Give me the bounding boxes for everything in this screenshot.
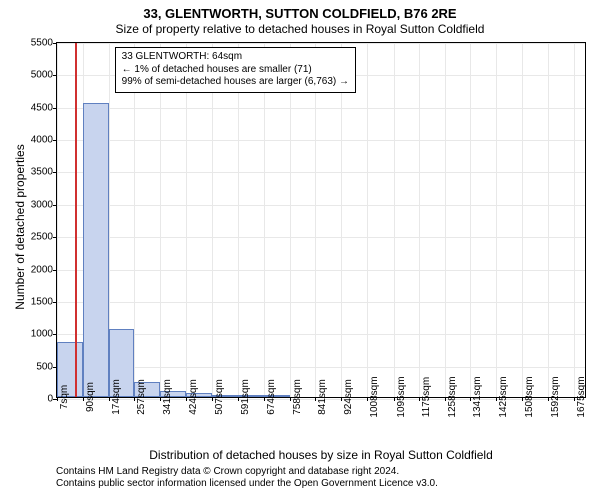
x-tick-label: 341sqm: [160, 379, 173, 415]
x-tick-label: 1675sqm: [574, 376, 587, 417]
footer-line-1: Contains HM Land Registry data © Crown c…: [56, 466, 438, 478]
property-marker-line: [75, 43, 77, 397]
histogram-bar: [83, 103, 109, 398]
chart-subtitle: Size of property relative to detached ho…: [0, 22, 600, 36]
x-tick-label: 507sqm: [212, 379, 225, 415]
x-tick-label: 7sqm: [57, 385, 70, 409]
x-tick-label: 758sqm: [290, 379, 303, 415]
x-tick-label: 424sqm: [186, 379, 199, 415]
footer-attribution: Contains HM Land Registry data © Crown c…: [56, 466, 438, 490]
x-tick-label: 841sqm: [315, 379, 328, 415]
histogram-chart: 33, GLENTWORTH, SUTTON COLDFIELD, B76 2R…: [0, 0, 600, 500]
plot-area: 33 GLENTWORTH: 64sqm ← 1% of detached ho…: [56, 42, 586, 398]
annotation-line-3: 99% of semi-detached houses are larger (…: [122, 76, 349, 89]
annotation-line-1: 33 GLENTWORTH: 64sqm: [122, 51, 349, 64]
x-tick-label: 257sqm: [134, 379, 147, 415]
x-tick-label: 924sqm: [341, 379, 354, 415]
x-tick-label: 1095sqm: [394, 376, 407, 417]
x-tick-label: 1341sqm: [470, 376, 483, 417]
x-tick-label: 1425sqm: [496, 376, 509, 417]
x-tick-label: 1592sqm: [548, 376, 561, 417]
y-axis-label: Number of detached properties: [13, 127, 27, 327]
annotation-line-2: ← 1% of detached houses are smaller (71): [122, 64, 349, 77]
annotation-box: 33 GLENTWORTH: 64sqm ← 1% of detached ho…: [115, 47, 356, 93]
x-tick-label: 591sqm: [238, 379, 251, 415]
x-tick-label: 674sqm: [264, 379, 277, 415]
x-tick-label: 1258sqm: [445, 376, 458, 417]
x-axis-label: Distribution of detached houses by size …: [56, 448, 586, 462]
x-tick-label: 90sqm: [83, 382, 96, 412]
x-tick-label: 1008sqm: [367, 376, 380, 417]
chart-title: 33, GLENTWORTH, SUTTON COLDFIELD, B76 2R…: [0, 0, 600, 22]
x-tick-label: 1175sqm: [419, 377, 432, 417]
x-tick-label: 1508sqm: [522, 376, 535, 417]
x-tick-label: 174sqm: [109, 379, 122, 415]
footer-line-2: Contains public sector information licen…: [56, 478, 438, 490]
